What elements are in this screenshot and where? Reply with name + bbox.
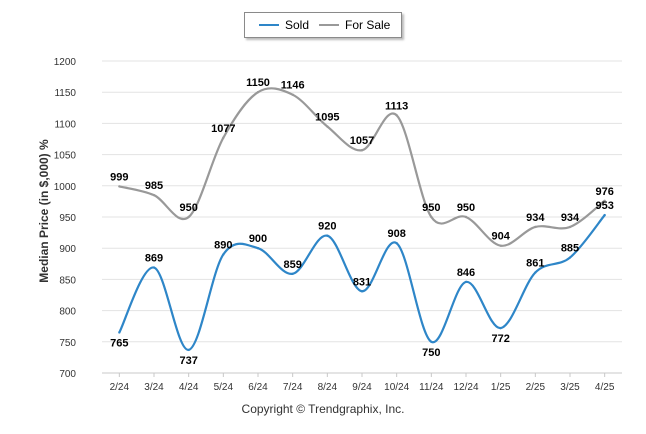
data-point-for-sale [430,215,433,219]
data-point-sold [534,271,537,274]
data-point-for-sale [395,114,398,117]
data-label-sold: 859 [283,259,301,271]
y-tick-label: 850 [59,275,76,286]
data-point-for-sale [291,93,294,96]
x-tick-label: 4/24 [179,382,199,393]
data-point-sold [152,266,156,269]
data-label-sold: 750 [422,347,440,359]
legend-item-for-sale[interactable]: For Sale [319,13,390,37]
data-label-sold: 861 [526,258,544,270]
data-label-sold: 900 [249,233,267,245]
x-tick-label: 5/24 [214,382,234,393]
y-tick-label: 1000 [54,182,77,193]
x-tick-label: 2/24 [110,382,130,393]
data-label-sold: 890 [214,239,232,251]
data-label-sold: 908 [387,228,405,240]
data-point-for-sale [534,225,537,229]
data-label-for-sale: 904 [491,231,510,243]
data-point-sold [568,256,572,259]
data-point-for-sale [152,193,156,197]
data-label-for-sale: 934 [526,212,545,224]
data-label-for-sale: 950 [422,202,440,214]
x-tick-label: 7/24 [283,382,303,393]
data-label-for-sale: 934 [561,212,580,224]
x-tick-label: 11/24 [419,382,444,393]
legend-swatch-for-sale [319,24,339,26]
x-tick-label: 3/24 [144,382,164,393]
data-point-for-sale [603,199,606,202]
data-point-for-sale [326,125,329,128]
legend-label-sold: Sold [285,18,310,32]
data-point-sold [326,234,329,237]
data-label-sold: 831 [353,276,371,288]
data-label-for-sale: 1150 [246,77,270,89]
x-tick-label: 10/24 [384,382,409,393]
legend-swatch-sold [259,24,279,26]
y-tick-label: 900 [59,244,76,255]
data-label-sold: 846 [457,267,475,279]
data-label-sold: 869 [145,253,163,265]
data-label-for-sale: 985 [145,180,163,192]
x-tick-label: 12/24 [453,382,478,393]
chart-legend: Sold For Sale [244,12,402,38]
data-point-sold [187,348,190,352]
data-label-sold: 765 [110,337,128,349]
y-tick-label: 800 [59,307,76,318]
data-point-sold [464,280,468,284]
data-point-sold [118,331,121,334]
data-point-sold [222,253,225,256]
data-point-sold [430,340,433,343]
data-label-for-sale: 1057 [350,135,374,147]
x-tick-label: 1/25 [491,382,511,393]
x-tick-label: 4/25 [595,382,615,393]
data-point-for-sale [360,149,364,152]
data-label-for-sale: 950 [457,202,475,214]
legend-label-for-sale: For Sale [345,18,391,32]
data-point-sold [360,290,364,293]
x-tick-label: 6/24 [248,382,268,393]
data-label-sold: 920 [318,221,336,233]
data-point-for-sale [187,215,190,219]
x-tick-label: 8/24 [318,382,338,393]
data-label-for-sale: 950 [179,202,197,214]
data-point-sold [291,272,294,275]
data-point-for-sale [222,136,225,139]
data-point-sold [499,326,502,330]
data-point-for-sale [118,185,121,188]
data-point-sold [395,242,398,245]
data-label-for-sale: 976 [595,186,613,198]
y-tick-label: 1150 [54,88,76,99]
data-label-for-sale: 1077 [211,123,235,135]
data-label-sold: 737 [179,355,197,367]
x-tick-label: 9/24 [352,382,372,393]
y-tick-label: 1200 [54,57,77,68]
data-label-sold: 953 [595,200,613,212]
y-tick-label: 750 [59,338,76,349]
data-point-for-sale [464,215,468,219]
data-label-sold: 772 [491,333,509,345]
data-point-for-sale [499,244,502,247]
legend-item-sold[interactable]: Sold [259,13,309,37]
data-label-for-sale: 999 [110,171,128,183]
y-tick-label: 1100 [54,119,76,130]
x-tick-label: 2/25 [526,382,546,393]
data-point-sold [603,213,606,217]
copyright-text: Copyright © Trendgraphix, Inc. [241,402,405,416]
data-point-sold [256,247,260,250]
data-label-for-sale: 1113 [385,100,408,112]
y-tick-label: 950 [59,213,76,224]
data-label-for-sale: 1095 [315,112,339,124]
data-label-for-sale: 1146 [281,80,305,92]
x-tick-label: 3/25 [560,382,580,393]
data-point-for-sale [256,91,260,94]
y-axis-label: Median Price (in $,000) % [37,139,51,283]
y-tick-label: 700 [59,369,76,380]
data-label-sold: 885 [561,243,579,255]
y-tick-label: 1050 [54,151,77,162]
data-point-for-sale [568,225,572,229]
